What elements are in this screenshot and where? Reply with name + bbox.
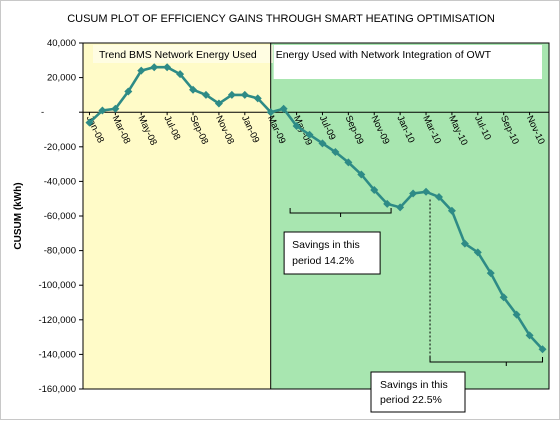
data-point: [253, 94, 262, 103]
y-tick-label: -120,000: [38, 315, 76, 326]
data-point: [422, 187, 431, 196]
data-point: [499, 293, 508, 302]
annotation-1-box: [283, 231, 381, 275]
data-point: [240, 90, 249, 99]
data-point: [331, 147, 340, 156]
data-point: [150, 63, 159, 72]
data-point: [512, 310, 521, 319]
annotation-2-line-2: period 22.5%: [380, 394, 442, 406]
chart-title: CUSUM PLOT OF EFFICIENCY GAINS THROUGH S…: [67, 13, 495, 25]
data-point: [266, 108, 275, 117]
data-point: [370, 186, 379, 195]
data-point: [124, 87, 133, 96]
y-tick-label: -140,000: [38, 349, 76, 360]
data-point: [396, 203, 405, 212]
y-tick-label: 40,000: [47, 38, 76, 49]
data-point: [473, 248, 482, 257]
data-point: [447, 206, 456, 215]
data-point: [189, 85, 198, 94]
annotation-1-line-2: period 14.2%: [292, 255, 354, 267]
y-tick-label: -40,000: [44, 176, 76, 187]
data-point: [176, 70, 185, 79]
y-tick-label: -20,000: [44, 142, 76, 153]
data-point: [305, 130, 314, 139]
data-point: [538, 345, 547, 354]
region-1-label: Trend BMS Network Energy Used: [99, 49, 257, 61]
data-point: [486, 269, 495, 278]
annotation-1-brace: [289, 208, 392, 217]
data-point: [98, 106, 107, 115]
data-point: [318, 139, 327, 148]
annotation-1-line-1: Savings in this: [292, 239, 360, 251]
y-tick-label: -100,000: [38, 280, 76, 291]
data-point: [292, 122, 301, 131]
data-point: [201, 90, 210, 99]
annotation-2-line-1: Savings in this: [380, 379, 448, 391]
annotation-2-brace: [429, 357, 544, 366]
y-tick-label: 20,000: [47, 73, 76, 84]
data-point: [344, 158, 353, 167]
data-point: [214, 99, 223, 108]
data-point: [227, 90, 236, 99]
region-2-background: [270, 43, 549, 389]
data-point: [460, 239, 469, 248]
data-point: [111, 104, 120, 113]
data-point: [525, 331, 534, 340]
region-1-label-box: [93, 45, 273, 63]
data-point: [383, 199, 392, 208]
y-tick-label: -160,000: [38, 384, 76, 395]
y-tick-label: -: [41, 107, 44, 118]
region-2-label-box: [273, 45, 542, 79]
data-point: [85, 118, 94, 127]
data-point: [409, 189, 418, 198]
region-2-label: Energy Used with Network Integration of …: [276, 49, 492, 61]
y-axis-label: CUSUM (kWh): [13, 182, 24, 249]
data-point: [163, 63, 172, 72]
region-1-background: [83, 43, 271, 389]
data-point: [137, 66, 146, 75]
annotation-2-box: [370, 371, 466, 413]
data-point: [279, 104, 288, 113]
data-point: [357, 170, 366, 179]
y-tick-label: -80,000: [44, 246, 76, 257]
y-tick-label: -60,000: [44, 211, 76, 222]
data-point: [434, 192, 443, 201]
